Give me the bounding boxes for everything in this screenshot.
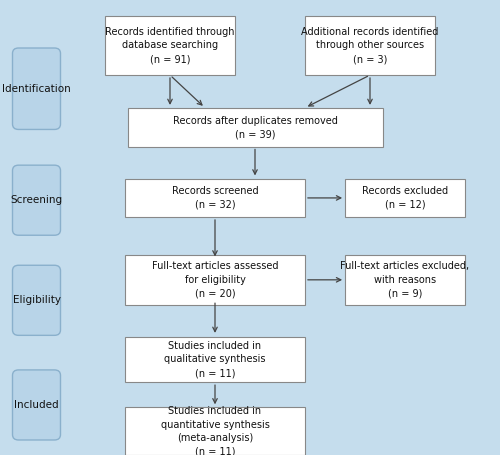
Text: Records identified through
database searching
(n = 91): Records identified through database sear… bbox=[105, 27, 235, 64]
FancyBboxPatch shape bbox=[12, 370, 60, 440]
FancyBboxPatch shape bbox=[105, 16, 235, 75]
FancyBboxPatch shape bbox=[305, 16, 435, 75]
FancyBboxPatch shape bbox=[12, 265, 60, 335]
FancyBboxPatch shape bbox=[345, 255, 465, 305]
Text: Full-text articles excluded,
with reasons
(n = 9): Full-text articles excluded, with reason… bbox=[340, 261, 469, 298]
FancyBboxPatch shape bbox=[128, 108, 382, 147]
Text: Included: Included bbox=[14, 400, 59, 410]
Text: Records excluded
(n = 12): Records excluded (n = 12) bbox=[362, 186, 448, 210]
Text: Eligibility: Eligibility bbox=[12, 295, 60, 305]
FancyBboxPatch shape bbox=[12, 165, 60, 235]
Text: Full-text articles assessed
for eligibility
(n = 20): Full-text articles assessed for eligibil… bbox=[152, 261, 278, 298]
Text: Additional records identified
through other sources
(n = 3): Additional records identified through ot… bbox=[302, 27, 438, 64]
FancyBboxPatch shape bbox=[12, 48, 60, 129]
FancyBboxPatch shape bbox=[125, 179, 305, 217]
FancyBboxPatch shape bbox=[125, 255, 305, 305]
Text: Records after duplicates removed
(n = 39): Records after duplicates removed (n = 39… bbox=[172, 116, 338, 139]
FancyBboxPatch shape bbox=[345, 179, 465, 217]
Text: Records screened
(n = 32): Records screened (n = 32) bbox=[172, 186, 258, 210]
Text: Studies included in
qualitative synthesis
(n = 11): Studies included in qualitative synthesi… bbox=[164, 341, 266, 378]
Text: Identification: Identification bbox=[2, 84, 71, 94]
Text: Screening: Screening bbox=[10, 195, 62, 205]
FancyBboxPatch shape bbox=[125, 408, 305, 455]
Text: Studies included in
quantitative synthesis
(meta-analysis)
(n = 11): Studies included in quantitative synthes… bbox=[160, 406, 270, 455]
FancyBboxPatch shape bbox=[125, 337, 305, 382]
